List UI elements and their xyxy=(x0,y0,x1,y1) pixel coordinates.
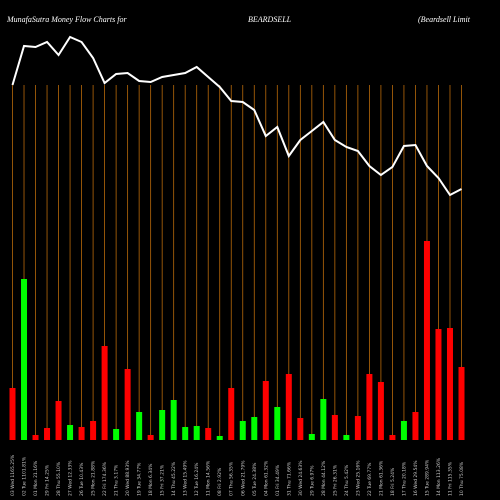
x-tick-label: 28 Thu 55.10% xyxy=(56,461,62,496)
bar xyxy=(274,407,281,440)
x-tick-label: 15 Tue 289.94% xyxy=(424,459,430,496)
bar xyxy=(354,416,361,440)
bar xyxy=(377,382,384,440)
chart-title: MunafaSutra Money Flow Charts for xyxy=(6,15,127,24)
x-tick-label: 14 Mon 113.26% xyxy=(436,457,442,496)
symbol: BEARDSELL xyxy=(248,15,292,24)
bar xyxy=(320,399,327,440)
x-tick-label: 05 Tue 24.38% xyxy=(252,462,258,496)
x-tick-label: 01 Fri 34.49% xyxy=(275,464,281,496)
bar xyxy=(9,388,16,440)
x-tick-label: 29 Tue 6.97% xyxy=(309,465,315,496)
x-tick-label: 11 Fri 115.35% xyxy=(447,461,453,496)
company: (Beardsell Limit xyxy=(418,15,471,24)
x-tick-label: 15 Fri 37.21% xyxy=(160,464,166,496)
bar xyxy=(101,346,108,440)
bar xyxy=(170,400,177,440)
bar xyxy=(412,412,419,440)
x-tick-label: 26 Tue 10.43% xyxy=(79,462,85,496)
bar xyxy=(124,369,131,440)
x-tick-label: 21 Thu 3.17% xyxy=(114,464,120,496)
bar xyxy=(90,421,97,440)
x-tick-label: 08 Fri 2.92% xyxy=(217,467,223,496)
bar xyxy=(343,435,350,440)
bar xyxy=(239,421,246,440)
x-tick-label: 03 Wed 1165.25% xyxy=(10,454,16,496)
x-tick-label: 22 Fri 174.36% xyxy=(102,461,108,496)
bar xyxy=(331,415,338,440)
bar xyxy=(136,412,143,440)
bar xyxy=(205,428,212,440)
x-tick-label: 25 Fri 26.31% xyxy=(332,464,338,496)
bar xyxy=(182,427,189,440)
x-tick-label: 07 Thu 56.35% xyxy=(229,461,235,496)
bar xyxy=(32,435,39,440)
x-tick-label: 27 Wed 12.33% xyxy=(68,460,74,496)
bar xyxy=(67,425,74,440)
bar xyxy=(216,436,223,440)
x-tick-label: 30 Wed 24.63% xyxy=(298,460,304,496)
x-tick-label: 24 Thu 5.42% xyxy=(344,464,350,496)
x-tick-label: 11 Mon 14.56% xyxy=(206,460,212,496)
bar xyxy=(147,435,154,440)
x-tick-label: 12 Tue 16.24% xyxy=(194,462,200,496)
bar xyxy=(366,374,373,440)
x-tick-label: 22 Tue 69.77% xyxy=(367,462,373,496)
x-tick-label: 01 Mon 21.16% xyxy=(33,460,39,496)
x-tick-label: 23 Wed 25.16% xyxy=(355,460,361,496)
bar xyxy=(262,381,269,440)
x-tick-label: 20 Wed 88.93% xyxy=(125,460,131,496)
bar xyxy=(400,421,407,440)
bar xyxy=(251,417,258,440)
x-tick-label: 02 Tue 1101.81% xyxy=(22,456,28,496)
x-tick-label: 06 Wed 21.79% xyxy=(240,460,246,496)
x-tick-label: 25 Mon 21.88% xyxy=(91,460,97,496)
bar xyxy=(297,418,304,440)
x-tick-label: 16 Wed 29.54% xyxy=(413,460,419,496)
x-tick-label: 10 Thu 75.08% xyxy=(459,461,465,496)
bar xyxy=(228,388,235,440)
bar xyxy=(44,428,51,440)
bar xyxy=(458,367,465,440)
bar xyxy=(423,241,430,440)
x-tick-label: 29 Fri 14.25% xyxy=(45,464,51,496)
x-tick-label: 18 Mon 6.34% xyxy=(148,463,154,496)
bar xyxy=(113,429,120,440)
bar xyxy=(435,329,442,440)
x-tick-label: 28 Mon 44.12% xyxy=(321,460,327,496)
x-tick-label: 31 Thu 71.66% xyxy=(286,461,292,496)
x-tick-label: 18 Fri 5.24% xyxy=(390,467,396,496)
x-tick-label: 14 Thu 45.22% xyxy=(171,461,177,496)
bar xyxy=(21,279,28,440)
bar xyxy=(193,426,200,440)
bar xyxy=(446,328,453,440)
bar xyxy=(159,410,166,440)
x-tick-label: 17 Thu 20.18% xyxy=(401,461,407,496)
x-tick-label: 04 Mon 61.32% xyxy=(263,460,269,496)
bar xyxy=(389,435,396,440)
price-line xyxy=(11,35,462,197)
bar xyxy=(55,401,62,440)
bar xyxy=(308,434,315,440)
bar xyxy=(285,374,292,440)
x-tick-label: 21 Mon 61.36% xyxy=(378,460,384,496)
x-tick-label: 13 Wed 15.49% xyxy=(183,460,189,496)
bar xyxy=(78,427,85,440)
x-tick-label: 19 Tue 34.77% xyxy=(137,462,143,496)
